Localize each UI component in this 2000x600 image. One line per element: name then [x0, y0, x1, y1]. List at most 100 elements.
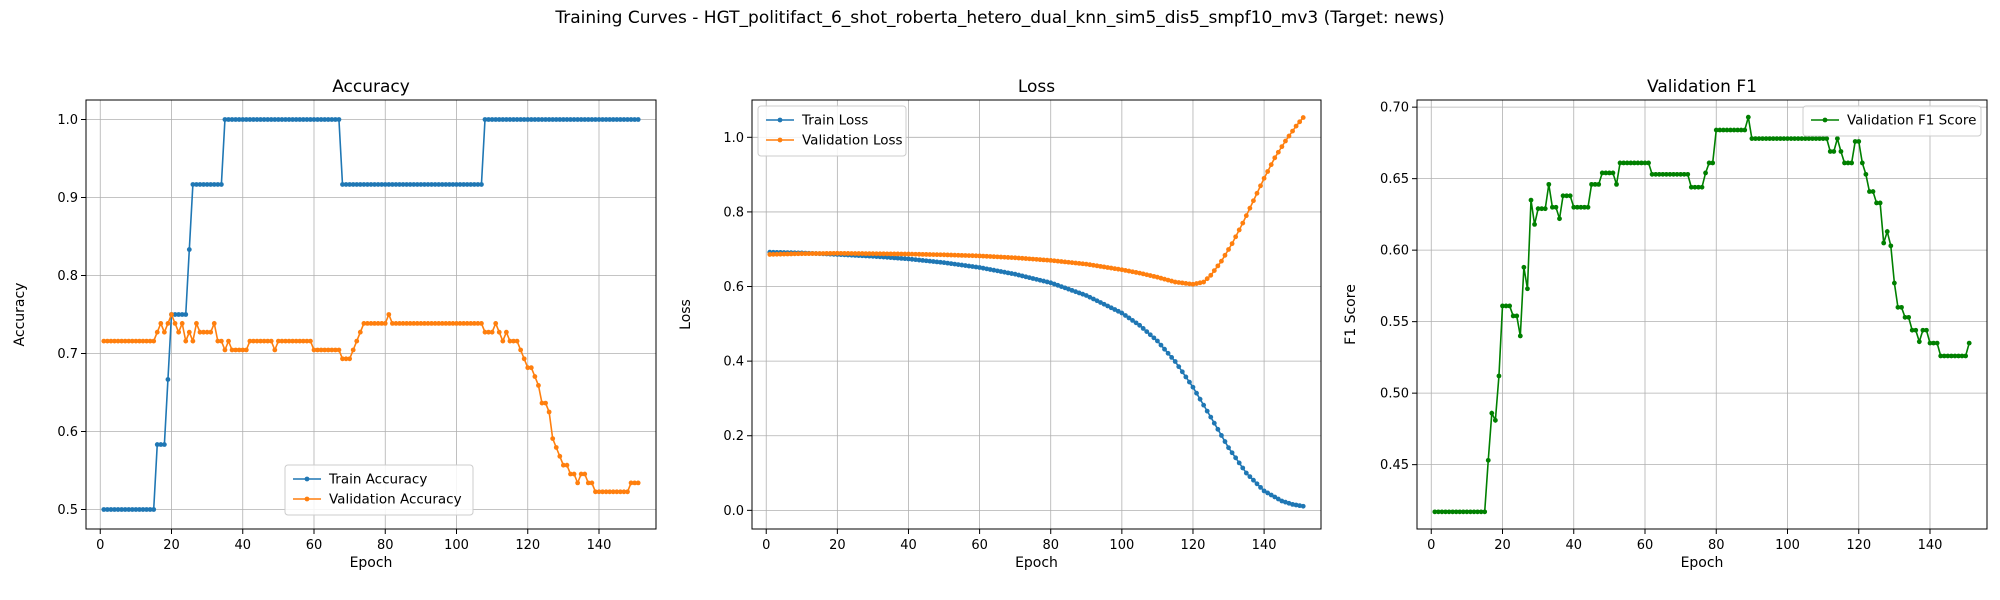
data-point — [1254, 481, 1260, 487]
data-point — [197, 182, 203, 187]
data-point — [593, 489, 598, 495]
data-point — [218, 338, 224, 344]
data-point — [129, 507, 135, 512]
data-point — [443, 320, 449, 326]
data-point — [290, 338, 296, 344]
data-point — [176, 312, 182, 317]
data-point — [1098, 263, 1103, 269]
y-tick-label: 0.9 — [57, 191, 78, 206]
data-point — [930, 259, 936, 264]
data-point — [1172, 279, 1178, 285]
data-point — [197, 329, 203, 335]
data-point — [966, 263, 972, 269]
data-point — [1258, 183, 1263, 189]
data-point — [920, 251, 926, 257]
data-point — [172, 312, 178, 317]
data-point — [781, 251, 787, 257]
grid-lines — [752, 100, 1321, 529]
data-point — [1703, 170, 1708, 176]
data-point — [987, 267, 993, 272]
data-point — [1863, 171, 1869, 177]
data-point — [1931, 340, 1936, 346]
data-point — [938, 252, 943, 258]
data-point — [432, 182, 438, 187]
data-point — [1215, 426, 1221, 432]
data-point — [112, 507, 117, 512]
data-point — [1293, 123, 1299, 129]
data-point — [343, 182, 349, 187]
data-point — [240, 347, 246, 353]
data-point — [161, 442, 167, 447]
data-point — [1023, 256, 1029, 261]
data-point — [293, 117, 299, 122]
data-point — [1945, 353, 1951, 359]
data-point — [468, 320, 474, 326]
data-point — [617, 489, 623, 495]
data-point — [1300, 503, 1306, 509]
data-point — [457, 320, 463, 326]
x-tick-label: 20 — [163, 538, 180, 553]
data-point — [375, 182, 381, 187]
x-tick-label: 100 — [1109, 538, 1134, 553]
data-point — [104, 338, 110, 344]
data-point — [1119, 267, 1125, 273]
data-point — [1720, 127, 1726, 133]
data-point — [1183, 280, 1189, 286]
data-point — [211, 320, 217, 326]
data-point — [1653, 171, 1659, 177]
data-point — [806, 251, 812, 257]
data-point — [1831, 149, 1837, 154]
data-point — [140, 507, 146, 512]
data-point — [190, 182, 196, 187]
data-point — [400, 320, 406, 326]
series-1 — [101, 117, 641, 512]
data-point — [1646, 160, 1651, 166]
legend-label: Validation Accuracy — [329, 492, 462, 508]
data-point — [104, 507, 110, 512]
data-point — [1169, 355, 1175, 360]
data-point — [1834, 136, 1840, 142]
data-point — [186, 247, 192, 252]
legend-box — [757, 105, 907, 157]
data-point — [119, 507, 125, 512]
data-point — [222, 347, 228, 353]
data-point — [122, 338, 128, 344]
data-point — [1671, 171, 1676, 177]
data-point — [891, 255, 897, 261]
data-point — [461, 320, 467, 326]
data-point — [340, 356, 345, 362]
data-point — [229, 117, 235, 122]
data-point — [1742, 127, 1748, 133]
y-axis-label: F1 Score — [1343, 284, 1359, 345]
data-point — [575, 480, 581, 486]
data-point — [204, 329, 210, 335]
data-point — [1204, 276, 1210, 282]
data-point — [165, 377, 171, 382]
data-point — [1785, 136, 1790, 142]
x-tick-label: 100 — [444, 538, 469, 553]
data-point — [536, 383, 541, 388]
data-point — [568, 117, 573, 122]
data-point — [446, 182, 452, 187]
data-point — [927, 252, 933, 257]
data-point — [208, 182, 214, 187]
data-point — [1155, 338, 1160, 344]
data-point — [955, 262, 961, 267]
data-point — [1222, 439, 1228, 444]
data-point — [115, 507, 121, 512]
data-point — [229, 347, 235, 353]
data-point — [888, 251, 894, 257]
data-point — [429, 182, 434, 187]
data-point — [418, 320, 424, 326]
y-tick-label: 0.8 — [723, 205, 744, 220]
data-point — [511, 338, 516, 344]
data-point — [1564, 193, 1570, 199]
legend-label: Validation Loss — [802, 133, 903, 149]
data-point — [1201, 279, 1207, 285]
y-tick-label: 0.65 — [1380, 172, 1409, 187]
data-point — [607, 117, 613, 122]
data-point — [471, 182, 477, 187]
data-point — [1956, 353, 1961, 359]
data-point — [1226, 445, 1231, 451]
data-point — [525, 365, 531, 371]
